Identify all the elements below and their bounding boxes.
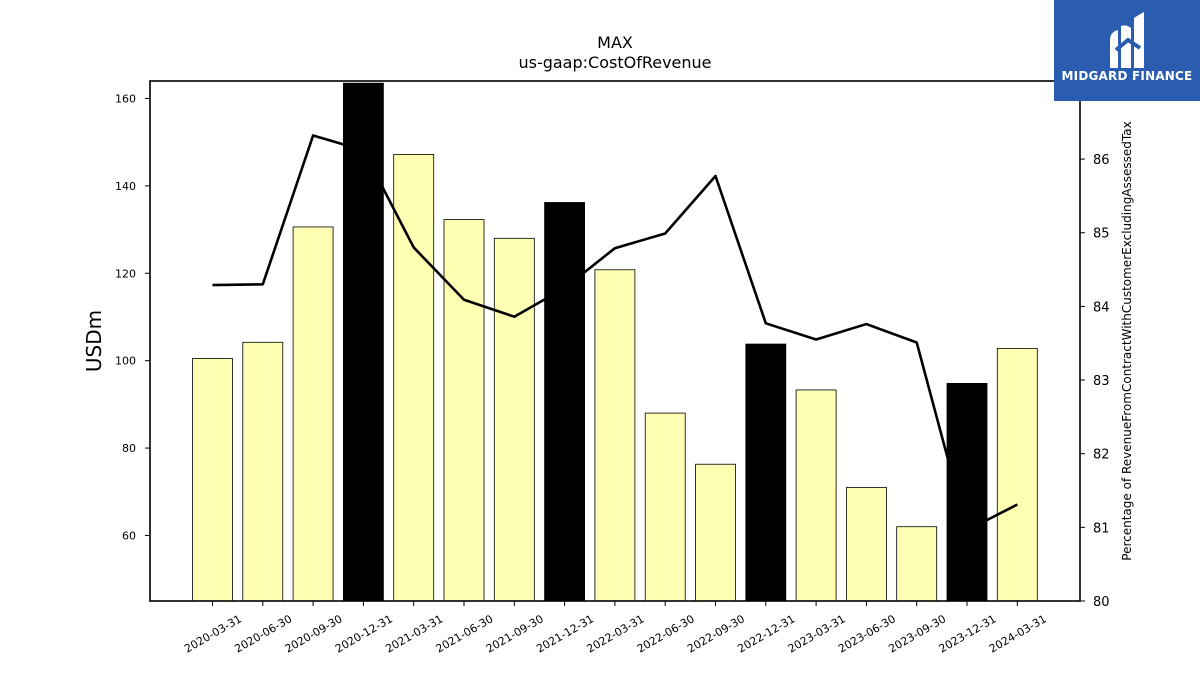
percentage-line <box>212 134 1018 532</box>
bar-2022-03-31 <box>594 269 636 602</box>
bar-2020-09-30 <box>292 226 334 602</box>
y-tick-label: 100 <box>115 355 136 368</box>
bar-2021-03-31 <box>393 154 435 602</box>
y2-tick-label: 86 <box>1093 153 1110 168</box>
y2-tick-label: 84 <box>1093 300 1110 315</box>
bar-2023-09-30 <box>896 526 938 602</box>
y-axis-label: USDm <box>82 310 106 372</box>
y-tick-label: 160 <box>115 92 136 105</box>
y2-tick-label: 82 <box>1093 448 1110 463</box>
bar-2022-09-30 <box>695 463 736 602</box>
brand-name: MIDGARD FINANCE <box>1061 69 1193 83</box>
bar-2022-12-31 <box>745 343 787 602</box>
bar-2021-12-31 <box>544 202 585 602</box>
y-tick-label: 120 <box>115 267 136 280</box>
chart-subtitle: us-gaap:CostOfRevenue <box>518 53 711 72</box>
y-tick-label: 60 <box>122 529 136 542</box>
bar-2023-06-30 <box>846 486 887 602</box>
y-tick-label: 80 <box>122 442 136 455</box>
y2-tick-label: 83 <box>1093 374 1110 389</box>
bar-2021-06-30 <box>443 219 485 602</box>
bar-2020-12-31 <box>342 82 384 602</box>
bar-2021-09-30 <box>493 237 535 602</box>
bar-2020-06-30 <box>242 341 284 602</box>
x-tick-label: 2024-03-31 <box>987 612 1049 655</box>
bar-2022-06-30 <box>644 412 686 602</box>
y2-tick-label: 85 <box>1093 227 1110 242</box>
y-tick-label: 140 <box>115 180 136 193</box>
chart-title: MAX <box>597 33 633 52</box>
bar-2023-12-31 <box>946 382 988 602</box>
y2-tick-label: 80 <box>1093 595 1110 610</box>
y2-axis-label: Percentage of RevenueFromContractWithCus… <box>1120 121 1134 560</box>
bar-2023-03-31 <box>795 389 837 602</box>
y2-tick-label: 81 <box>1093 521 1110 536</box>
plot-frame <box>149 80 1081 602</box>
midgard-logo-icon <box>1110 12 1144 68</box>
bar-2024-03-31 <box>996 348 1038 602</box>
bar-2020-03-31 <box>192 358 233 602</box>
brand-logo: MIDGARD FINANCE <box>1054 0 1200 101</box>
